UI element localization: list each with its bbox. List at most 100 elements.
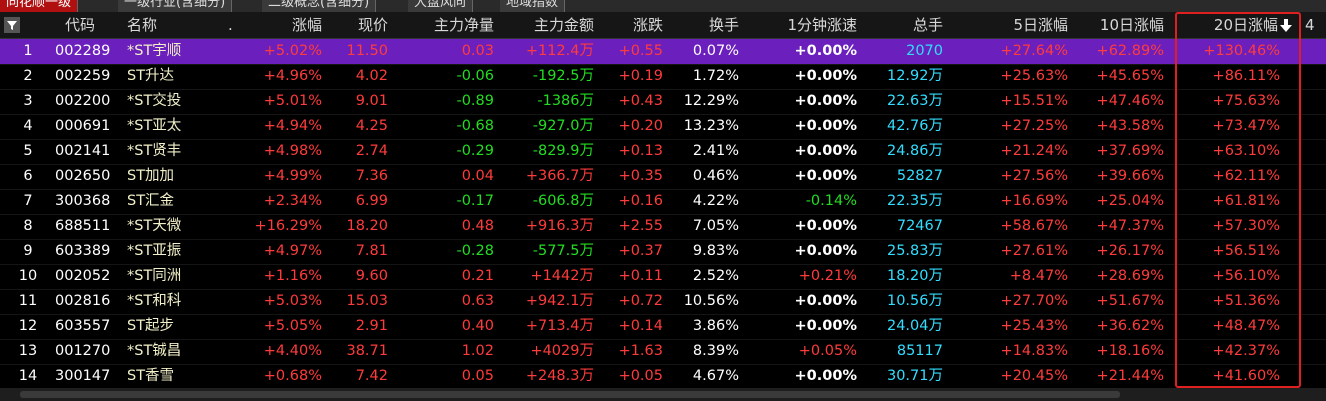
table-cell: +62.89% bbox=[1096, 43, 1164, 59]
table-cell: +0.00% bbox=[794, 143, 857, 159]
horizontal-scrollbar[interactable] bbox=[0, 388, 1326, 401]
column-header[interactable]: 1分钟涨速 bbox=[787, 16, 857, 34]
table-cell: +47.37% bbox=[1096, 218, 1164, 234]
table-cell: 9.60 bbox=[355, 268, 388, 284]
table-row[interactable]: 2 002259 ST升达 +4.96% 4.02 -0.06 -192.5万 +0.19 1.… bbox=[0, 64, 1326, 90]
table-cell: 9.83% bbox=[692, 243, 739, 259]
table-cell: +39.66% bbox=[1096, 168, 1164, 184]
table-cell: +27.61% bbox=[1000, 243, 1068, 259]
table-cell: 2.41% bbox=[692, 143, 739, 159]
table-cell: 3.86% bbox=[692, 318, 739, 334]
column-header[interactable]: 代码 bbox=[65, 16, 96, 34]
column-header[interactable]: 现价 bbox=[357, 16, 388, 34]
table-cell: 9.01 bbox=[355, 93, 388, 109]
table-cell: +4.97% bbox=[263, 243, 322, 259]
scroll-thumb[interactable] bbox=[20, 391, 1120, 398]
table-cell: +1.16% bbox=[263, 268, 322, 284]
table-cell: +47.46% bbox=[1096, 93, 1164, 109]
table-cell: 688511 bbox=[55, 218, 111, 234]
table-cell: +5.02% bbox=[263, 43, 322, 59]
table-row[interactable]: 10 002052 *ST同洲 +1.16% 9.60 0.21 +1442万 +0.11 2.… bbox=[0, 264, 1326, 290]
tab[interactable]: 二级概念(含细分) bbox=[262, 0, 377, 12]
table-row[interactable]: 9 603389 *ST亚振 +4.97% 7.81 -0.28 -577.5万 +0.37 9… bbox=[0, 239, 1326, 265]
table-cell: +41.60% bbox=[1212, 368, 1280, 384]
table-cell: +25.04% bbox=[1096, 193, 1164, 209]
tab[interactable]: 地域指数 bbox=[500, 0, 566, 12]
column-header[interactable]: 涨幅 bbox=[291, 16, 322, 34]
tab[interactable]: 同花顺一级 bbox=[0, 0, 79, 12]
table-cell: +63.10% bbox=[1212, 143, 1280, 159]
column-header[interactable]: 名称 bbox=[127, 16, 158, 34]
table-row[interactable]: 13 001270 *ST铖昌 +4.40% 38.71 1.02 +4029万 +1.63 8… bbox=[0, 339, 1326, 365]
column-header[interactable]: 5日涨幅 bbox=[1013, 16, 1068, 34]
table-cell: 4.67% bbox=[692, 368, 739, 384]
table-cell: +14.83% bbox=[1000, 343, 1068, 359]
column-header[interactable]: 涨跌 bbox=[632, 16, 663, 34]
table-cell: +61.81% bbox=[1212, 193, 1280, 209]
table-cell: 8.39% bbox=[692, 343, 739, 359]
table-cell: 2 bbox=[23, 68, 33, 84]
table-cell: +51.36% bbox=[1212, 293, 1280, 309]
table-row[interactable]: 11 002816 *ST和科 +5.03% 15.03 0.63 +942.1万 +0.72… bbox=[0, 289, 1326, 315]
table-cell: +130.46% bbox=[1203, 43, 1280, 59]
table-cell: 10.56万 bbox=[886, 293, 943, 309]
table-cell: +25.43% bbox=[1000, 318, 1068, 334]
table-cell: +2.55 bbox=[618, 218, 663, 234]
table-cell: +62.11% bbox=[1212, 168, 1280, 184]
table-cell: *ST同洲 bbox=[127, 268, 182, 284]
table-cell: 22.35万 bbox=[886, 193, 943, 209]
table-cell: +37.69% bbox=[1096, 143, 1164, 159]
table-cell: 12.92万 bbox=[886, 68, 943, 84]
table-cell: +4029万 bbox=[530, 343, 594, 359]
table-cell: +75.63% bbox=[1212, 93, 1280, 109]
column-header[interactable]: 主力金额 bbox=[533, 16, 594, 34]
table-row[interactable]: 5 002141 *ST贤丰 +4.98% 2.74 -0.29 -829.9万 +0.13 2… bbox=[0, 139, 1326, 165]
sort-desc-icon[interactable] bbox=[1280, 19, 1292, 32]
table-row[interactable]: 1 002289 *ST宇顺 +5.02% 11.50 0.03 +112.4万 +0.55 0… bbox=[0, 39, 1326, 65]
highlight-box bbox=[1175, 12, 1301, 388]
table-cell: ST汇金 bbox=[127, 193, 175, 209]
column-header[interactable]: 换手 bbox=[708, 16, 739, 34]
column-header[interactable]: 10日涨幅 bbox=[1099, 16, 1164, 34]
table-cell: +4.99% bbox=[263, 168, 322, 184]
table-cell: *ST亚振 bbox=[127, 243, 182, 259]
table-cell: +0.05 bbox=[618, 368, 663, 384]
table-cell: 25.83万 bbox=[886, 243, 943, 259]
column-header[interactable]: 总手 bbox=[912, 16, 943, 34]
table-row[interactable]: 12 603557 ST起步 +5.05% 2.91 0.40 +713.4万 +0.14 3.… bbox=[0, 314, 1326, 340]
table-row[interactable]: 6 002650 ST加加 +4.99% 7.36 0.04 +366.7万 +0.35 0.4… bbox=[0, 164, 1326, 190]
table-cell: +8.47% bbox=[1009, 268, 1068, 284]
table-cell: -0.68 bbox=[456, 118, 494, 134]
table-cell: +713.4万 bbox=[525, 318, 594, 334]
table-cell: 300147 bbox=[55, 368, 111, 384]
table-row[interactable]: 7 300368 ST汇金 +2.34% 6.99 -0.17 -606.8万 +0.16 4.… bbox=[0, 189, 1326, 215]
table-cell: 002200 bbox=[55, 93, 111, 109]
table-cell: +0.00% bbox=[794, 68, 857, 84]
column-header[interactable]: . bbox=[228, 16, 233, 34]
table-cell: 15.03 bbox=[346, 293, 388, 309]
table-cell: +16.69% bbox=[1000, 193, 1068, 209]
column-header[interactable]: 20日涨幅 bbox=[1213, 16, 1278, 34]
table-row[interactable]: 14 300147 ST香雪 +0.68% 7.42 0.05 +248.3万 +0.05 4.… bbox=[0, 364, 1326, 390]
table-row[interactable]: 4 000691 *ST亚太 +4.94% 4.25 -0.68 -927.0万 +0.20 1… bbox=[0, 114, 1326, 140]
tab[interactable]: 一级行业(含细分) bbox=[118, 0, 233, 12]
table-cell: +42.37% bbox=[1212, 343, 1280, 359]
table-cell: +20.45% bbox=[1000, 368, 1068, 384]
column-header[interactable]: 4分 bbox=[1305, 16, 1320, 60]
column-header[interactable]: 主力净量 bbox=[433, 16, 494, 34]
table-cell: +0.00% bbox=[794, 118, 857, 134]
table-cell: 30.71万 bbox=[886, 368, 943, 384]
table-cell: +18.16% bbox=[1096, 343, 1164, 359]
table-cell: 6.99 bbox=[355, 193, 388, 209]
filter-icon[interactable] bbox=[4, 17, 20, 33]
table-cell: 7.36 bbox=[355, 168, 388, 184]
table-row[interactable]: 3 002200 *ST交投 +5.01% 9.01 -0.89 -1386万 +0.43 12… bbox=[0, 89, 1326, 115]
table-cell: +0.00% bbox=[794, 218, 857, 234]
table-cell: -829.9万 bbox=[532, 143, 594, 159]
tab[interactable]: 大盘风向 bbox=[408, 0, 474, 12]
table-cell: 0.05 bbox=[461, 368, 494, 384]
table-row[interactable]: 8 688511 *ST天微 +16.29% 18.20 0.48 +916.3万 +2.55… bbox=[0, 214, 1326, 240]
table-cell: 6 bbox=[23, 168, 33, 184]
table-cell: 24.86万 bbox=[886, 143, 943, 159]
